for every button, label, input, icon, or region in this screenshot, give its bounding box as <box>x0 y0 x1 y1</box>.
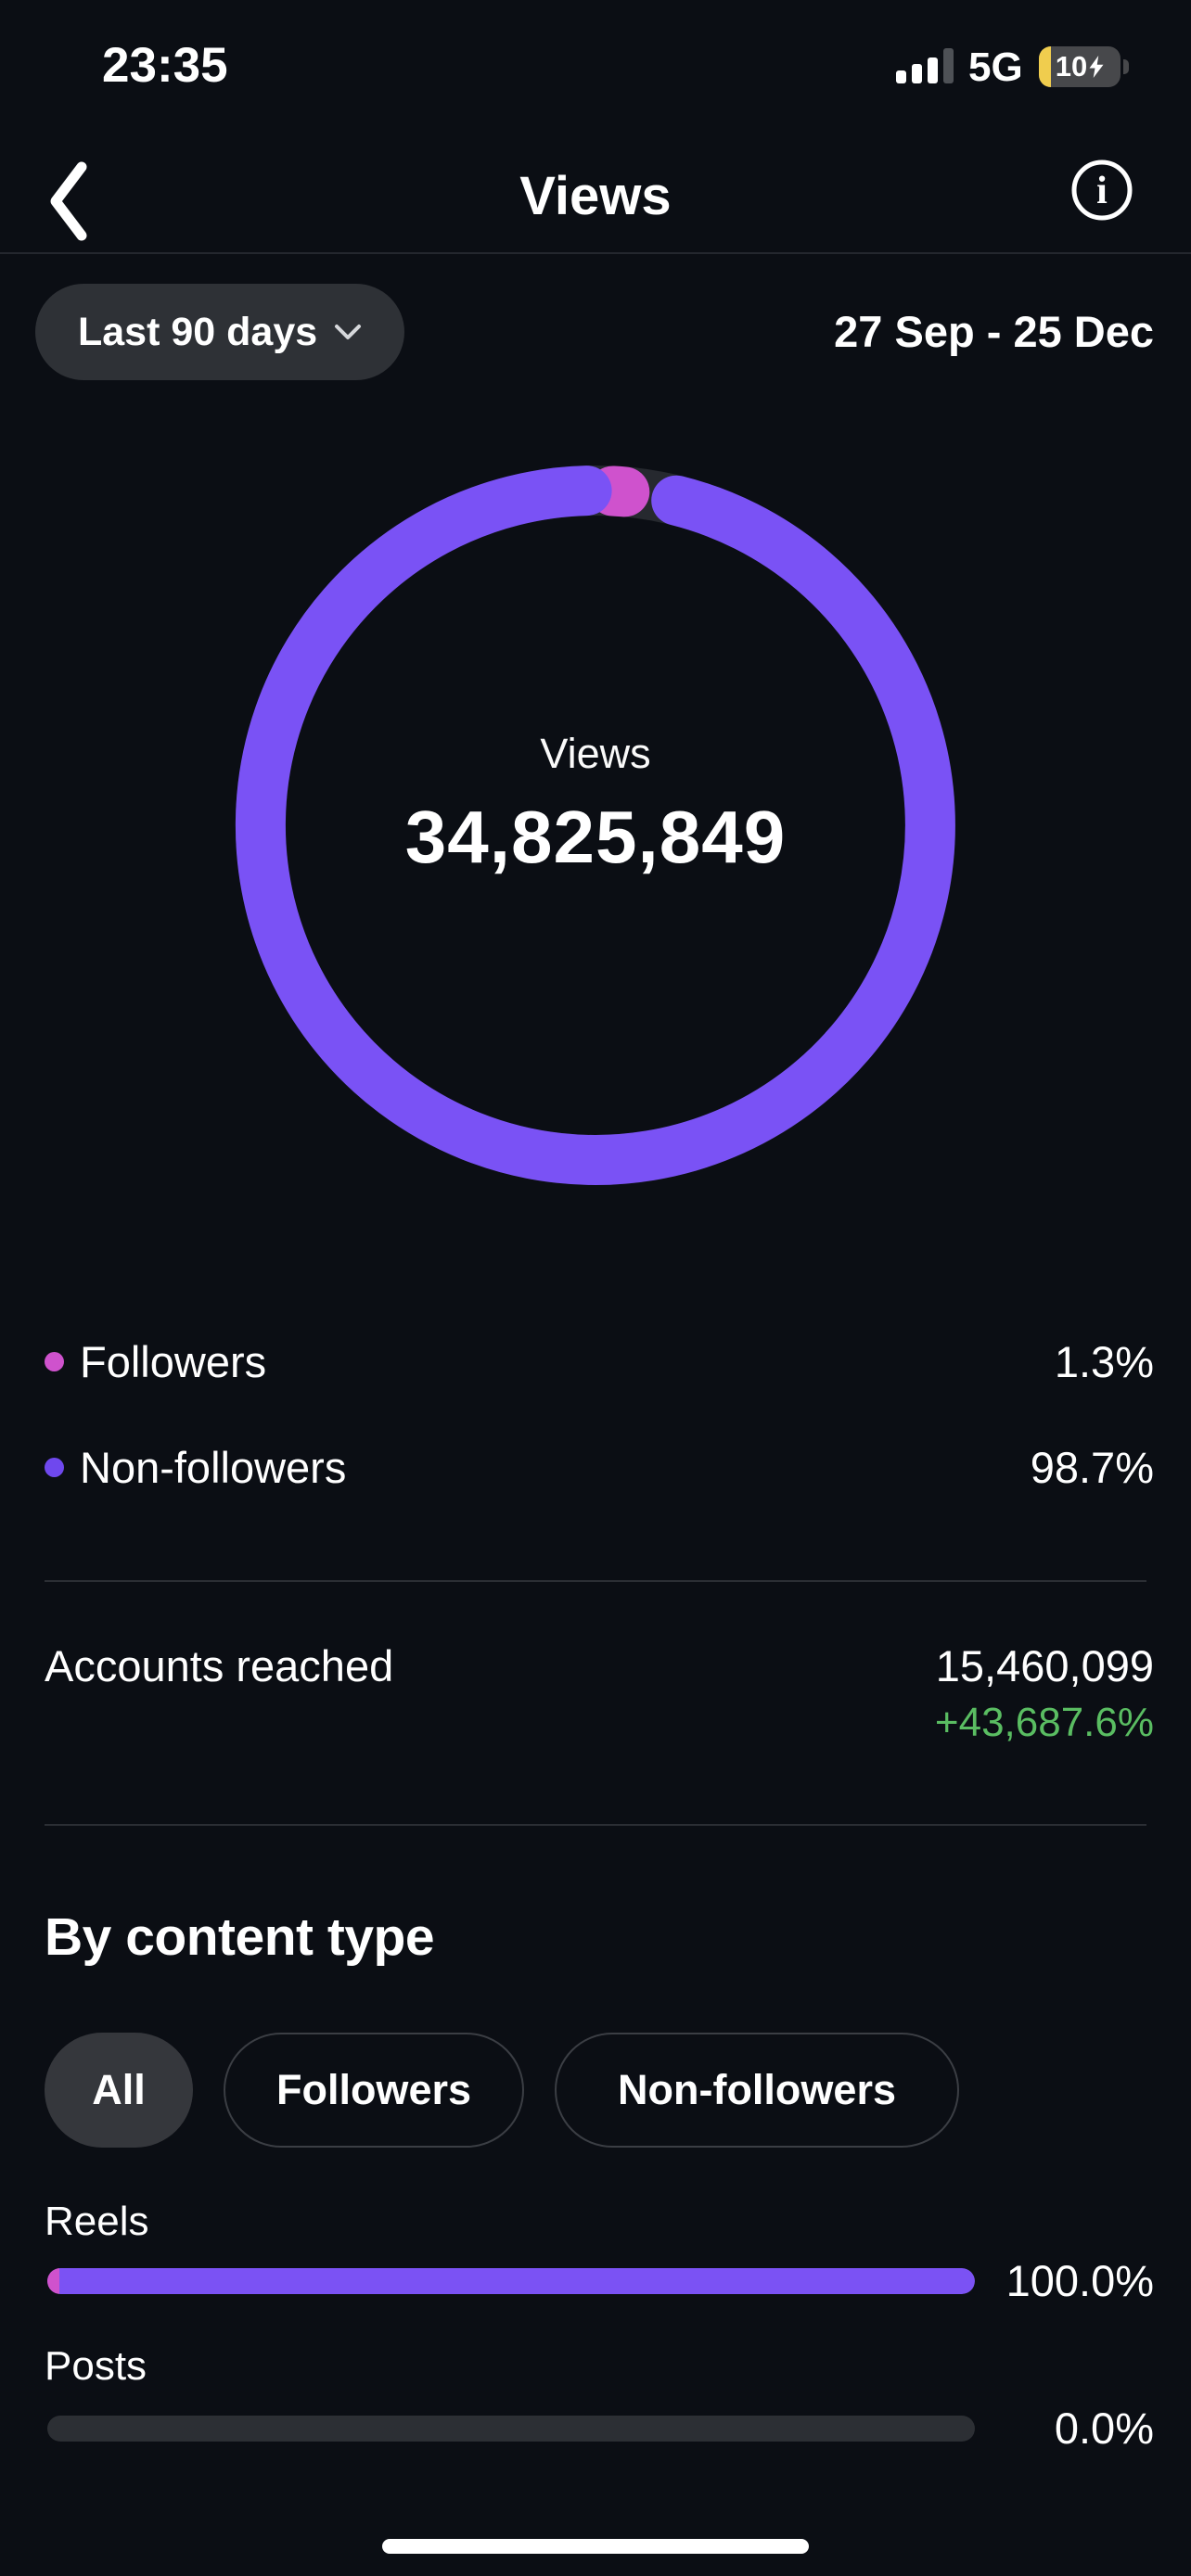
legend-label: Non-followers <box>80 1442 347 1492</box>
chevron-down-icon <box>335 325 362 339</box>
legend-percent: 98.7% <box>1030 1442 1154 1492</box>
donut-center: Views 34,825,849 <box>234 443 957 1167</box>
date-range-selector-label: Last 90 days <box>78 309 318 354</box>
tab-all[interactable]: All <box>45 2033 193 2148</box>
reels-bar-fill <box>47 2268 975 2294</box>
signal-bar <box>928 57 938 83</box>
accounts-reached-value: 15,460,099 <box>935 1641 1154 1690</box>
battery-percent: 10 <box>1055 50 1088 83</box>
signal-strength-icon <box>896 48 954 83</box>
donut-center-label: Views <box>540 730 651 777</box>
donut-svg <box>235 465 955 1185</box>
legend-percent: 1.3% <box>1054 1336 1154 1386</box>
posts-label: Posts <box>45 2343 147 2389</box>
posts-percent: 0.0% <box>1054 2404 1154 2453</box>
signal-bar <box>912 64 922 83</box>
divider <box>45 1824 1146 1826</box>
donut-slice-non-followers <box>235 465 955 1185</box>
back-button[interactable] <box>43 159 98 243</box>
back-chevron-icon <box>50 161 87 241</box>
accounts-reached-label: Accounts reached <box>45 1641 394 1690</box>
legend-item-followers: Followers 1.3% <box>45 1335 1154 1387</box>
info-icon: i <box>1071 159 1133 221</box>
reels-bar <box>47 2268 975 2294</box>
tab-followers[interactable]: Followers <box>224 2033 524 2148</box>
page-title: Views <box>519 166 672 226</box>
reels-percent: 100.0% <box>1005 2256 1154 2305</box>
accounts-reached-change: +43,687.6% <box>934 1700 1154 1745</box>
info-button[interactable]: i <box>1069 157 1135 223</box>
charging-bolt-icon <box>1089 56 1104 78</box>
donut-slice-followers <box>587 465 650 517</box>
donut-center-value: 34,825,849 <box>404 796 787 878</box>
divider <box>45 1580 1146 1582</box>
svg-text:i: i <box>1096 170 1108 212</box>
signal-bar-dim <box>943 48 954 83</box>
battery-nub <box>1123 59 1129 74</box>
legend-item-non-followers: Non-followers 98.7% <box>45 1441 1154 1493</box>
date-range-selector[interactable]: Last 90 days <box>35 284 405 380</box>
reels-bar-followers-segment <box>47 2268 59 2294</box>
clock: 23:35 <box>102 38 228 93</box>
posts-bar <box>47 2416 975 2442</box>
audience-filter-tabs: All Followers Non-followers <box>45 2033 959 2148</box>
battery-level-fill <box>1039 46 1051 87</box>
reels-label: Reels <box>45 2199 149 2244</box>
non-followers-dot-icon <box>45 1457 64 1477</box>
views-donut-chart: Views 34,825,849 <box>234 464 957 1187</box>
date-range-label: 27 Sep - 25 Dec <box>834 307 1154 356</box>
network-type-label: 5G <box>968 45 1023 90</box>
home-indicator[interactable] <box>382 2539 809 2554</box>
by-content-type-heading: By content type <box>45 1907 435 1967</box>
header-divider <box>0 252 1191 254</box>
signal-bar <box>896 70 906 83</box>
legend-label: Followers <box>80 1336 267 1386</box>
followers-dot-icon <box>45 1351 64 1371</box>
tab-non-followers[interactable]: Non-followers <box>555 2033 959 2148</box>
battery-icon: 10 <box>1039 46 1121 87</box>
